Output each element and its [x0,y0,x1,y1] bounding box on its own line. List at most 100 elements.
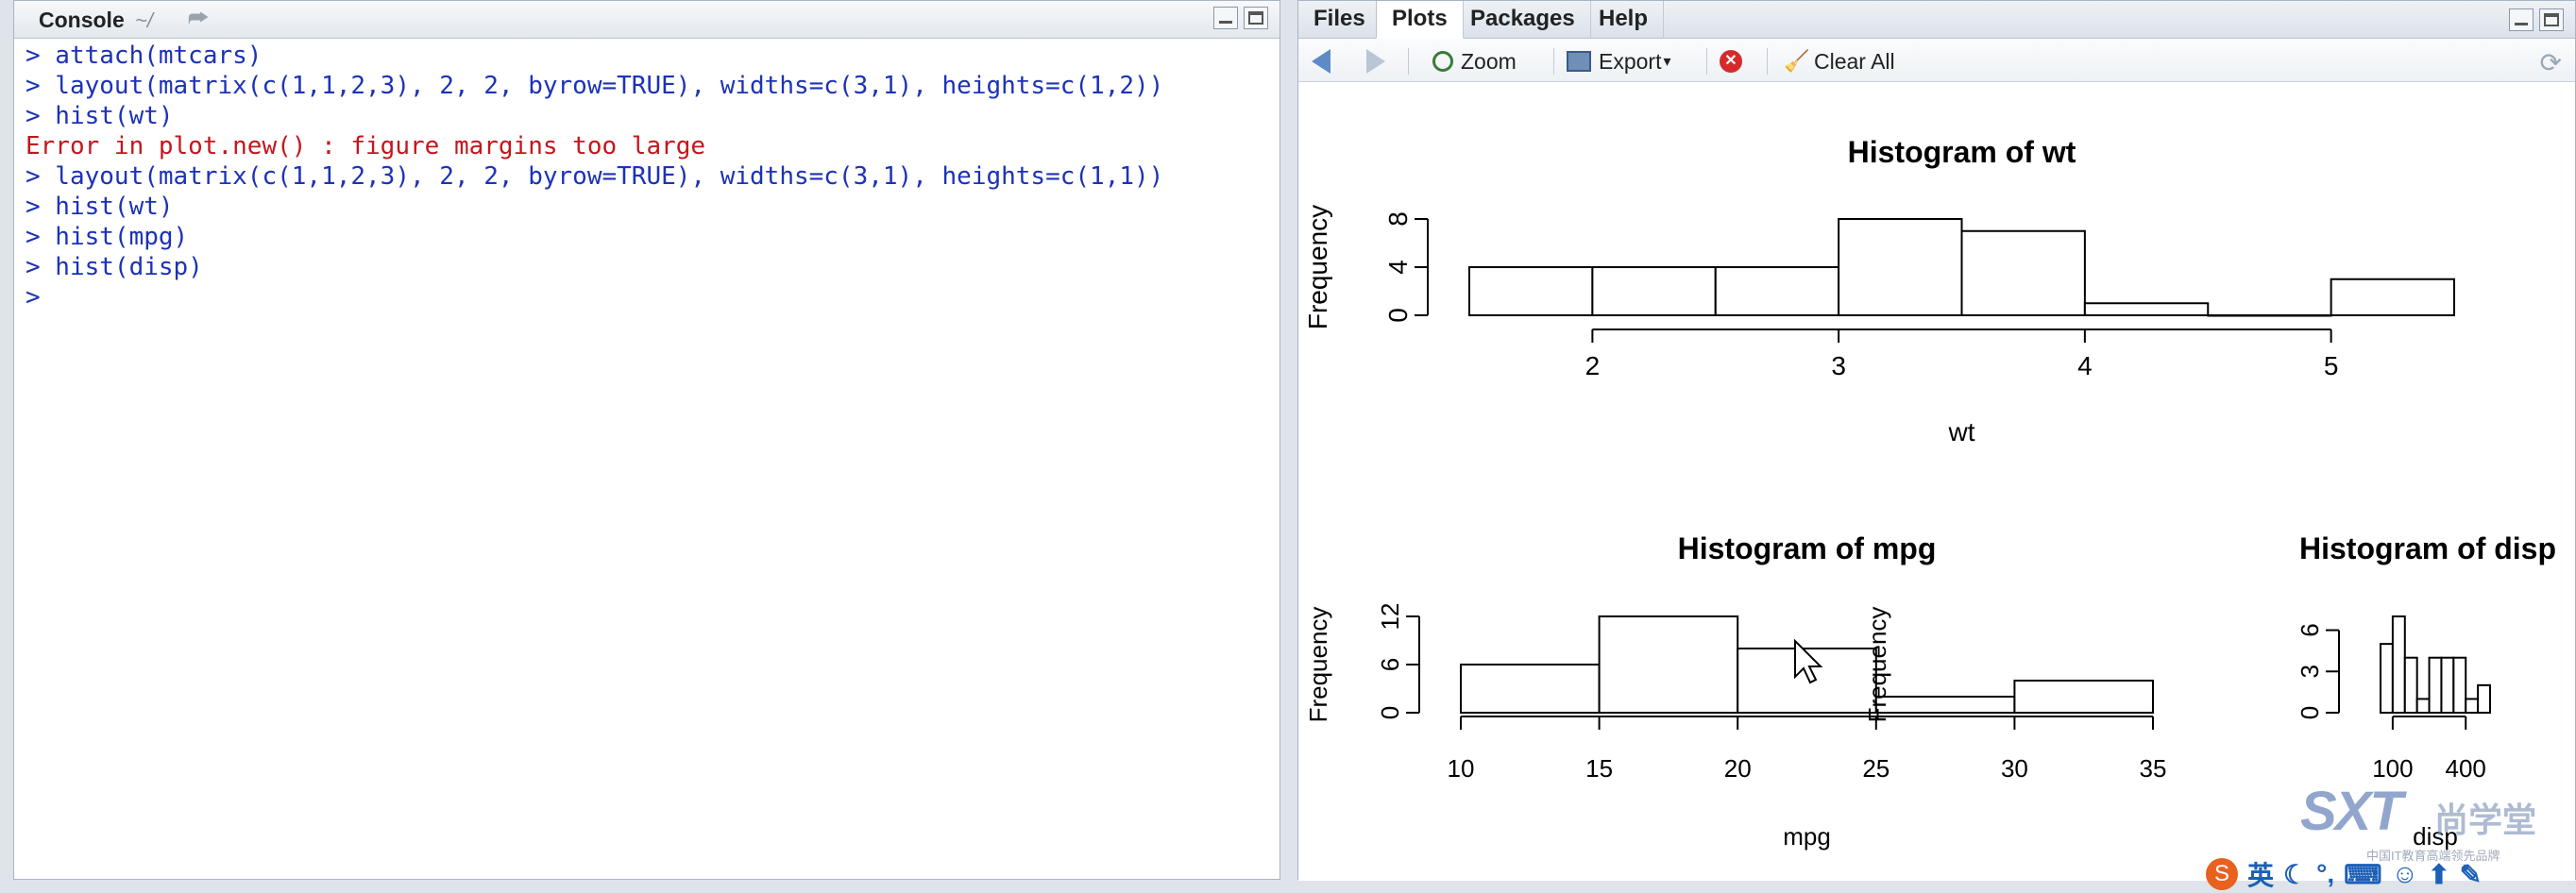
user-icon[interactable]: ☺ [2391,859,2419,888]
console-title: Console [39,8,125,32]
console-command-line: > attach(mtcars) [25,42,263,70]
y-axis-label: Frequency [1863,607,1891,723]
zoom-label: Zoom [1461,48,1517,74]
console-command-line: > hist(disp) [25,253,203,281]
histogram-bar [2415,698,2431,715]
x-tick-label: 15 [1585,754,1613,783]
moon-icon[interactable]: ☾ [2283,859,2308,889]
tab-plots[interactable]: Plots [1376,1,1464,39]
x-axis-label: disp [2413,822,2458,851]
forward-button[interactable] [1366,46,1385,76]
console-command-line: > layout(matrix(c(1,1,2,3), 2, 2, byrow=… [25,72,1164,100]
export-button[interactable]: Export ▾ [1567,46,1671,76]
histogram-bar [2452,656,2467,715]
sxt-logo: SXT [2300,781,2403,842]
x-tick-label: 5 [2324,351,2339,380]
console-window-controls [1213,7,1268,29]
x-tick-label: 20 [1724,754,1752,783]
x-tick-label: 4 [2077,351,2093,380]
dropdown-caret-icon: ▾ [1663,54,1671,70]
x-tick-label: 30 [2001,754,2028,783]
toolbar-divider [1767,48,1768,75]
histogram-bar [1460,664,1601,714]
tab-files[interactable]: Files [1298,1,1381,39]
plots-pane-tabs: Files Plots Packages Help [1298,1,2575,39]
y-tick-label: 8 [1383,211,1413,227]
punctuation-icon[interactable]: °, [2316,859,2335,888]
histogram-bar [1714,266,1840,316]
sxt-logo-cn: 尚学堂 [2434,800,2537,839]
y-tick-label: 6 [2296,623,2324,636]
mouse-cursor-icon [1794,638,1823,684]
sxt-tagline: 中国IT教育高端领先品牌 [2366,849,2500,863]
maximize-icon[interactable] [1244,7,1268,29]
broom-icon: 🧹 [1784,49,1810,73]
tab-help[interactable]: Help [1584,1,1665,39]
x-tick-label: 25 [1862,754,1890,783]
refresh-icon[interactable]: ⟳ [2539,48,2562,77]
x-axis-label: mpg [1783,822,1831,851]
console-command-line: > hist(mpg) [25,223,189,251]
go-to-directory-icon[interactable]: ⮫ [188,6,210,31]
plots-window-controls [2509,8,2564,31]
histogram-bar [1598,615,1739,714]
plots-toolbar: Zoom Export ▾ ✕ 🧹 Clear All ⟳ [1298,39,2575,82]
clear-all-button[interactable]: 🧹 Clear All [1784,46,1895,76]
keyboard-icon[interactable]: ⌨ [2344,859,2382,889]
chart-title: Histogram of wt [1848,135,2076,169]
x-tick-label: 10 [1448,754,1475,783]
console-pane: Console ~/ ⮫ > attach(mtcars) > layout(ma… [13,0,1280,880]
x-axis-label: wt [1948,417,1975,446]
histogram-bar [1960,229,2086,316]
plot-viewer: Histogram of wt 2 3 4 5 0 4 8 wt Frequency Histogr… [1298,82,2575,881]
console-error-line: Error in plot.new() : figure margins too… [25,132,706,160]
console-command-line: > hist(wt) [25,102,174,130]
y-tick-label: 0 [1383,308,1413,323]
magnifier-icon [1432,51,1453,72]
console-output[interactable]: > attach(mtcars) > layout(matrix(c(1,1,2,… [14,39,1280,312]
chart-title: Histogram of disp [2299,531,2556,565]
maximize-icon[interactable] [2539,8,2564,31]
histogram-bar [2391,615,2406,714]
minimize-icon[interactable] [1213,7,1238,29]
console-command-line: > [25,283,56,312]
histogram-bar [1874,696,2016,714]
remove-plot-button[interactable]: ✕ [1720,46,1742,76]
zoom-button[interactable]: Zoom [1432,46,1517,76]
console-header: Console ~/ ⮫ [14,1,1280,39]
tab-packages[interactable]: Packages [1455,1,1591,39]
ime-tray: S 英 ☾ °, ⌨ ☺ ⬆ ✎ [2206,855,2482,893]
y-axis-label: Frequency [1304,607,1332,723]
histogram-bar [2465,698,2480,715]
minimize-icon[interactable] [2509,8,2534,31]
histogram-bar [2440,656,2455,715]
y-tick-label: 0 [1376,706,1404,719]
y-tick-label: 12 [1376,603,1404,631]
toolbar-divider [1408,48,1409,75]
arrow-left-icon [1312,49,1330,74]
toolbar-divider [1706,48,1707,75]
x-tick-label: 400 [2446,754,2486,783]
histogram-bar [2207,314,2332,317]
histogram-bar [2428,656,2443,715]
y-tick-label: 4 [1383,260,1413,275]
x-tick-label: 100 [2372,754,2413,783]
histogram-bar [1838,218,1963,316]
y-tick-label: 6 [1376,658,1404,671]
plot-canvas: Histogram of wt 2 3 4 5 0 4 8 wt Frequency Histogr… [1303,135,2556,851]
y-tick-label: 0 [2296,706,2324,719]
upload-icon[interactable]: ⬆ [2428,859,2450,889]
histogram-bar [2477,683,2491,714]
console-command-line: > layout(matrix(c(1,1,2,3), 2, 2, byrow=… [25,162,1164,191]
histogram-bar [1591,266,1717,316]
ime-language-toggle[interactable]: 英 [2247,861,2275,890]
sogou-ime-icon[interactable]: S [2206,858,2238,890]
console-command-line: > hist(wt) [25,193,174,221]
export-label: Export [1599,48,1662,74]
back-button[interactable] [1312,46,1330,76]
x-tick-label: 35 [2140,754,2167,783]
console-working-dir[interactable]: ~/ [135,8,153,32]
plots-pane: Files Plots Packages Help Zoom Export ▾ … [1297,0,2576,881]
settings-wrench-icon[interactable]: ✎ [2459,859,2483,889]
histogram-bar [1468,266,1594,316]
